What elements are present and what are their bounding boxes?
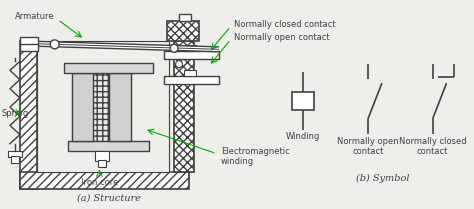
Bar	[20, 172, 189, 189]
Circle shape	[50, 40, 59, 49]
Text: Normally closed contact: Normally closed contact	[234, 20, 335, 29]
Text: Spring: Spring	[2, 110, 29, 119]
Text: (a) Structure: (a) Structure	[77, 194, 141, 203]
Bar	[164, 76, 219, 84]
Bar	[68, 141, 149, 151]
Bar	[72, 73, 131, 141]
Bar	[179, 14, 191, 22]
Bar	[184, 70, 196, 76]
Circle shape	[175, 61, 182, 68]
Bar	[95, 151, 109, 161]
Bar	[37, 41, 169, 172]
Circle shape	[170, 44, 178, 52]
Text: Normally open contact: Normally open contact	[234, 33, 329, 42]
Text: Normally open
contact: Normally open contact	[337, 137, 399, 157]
Bar	[99, 160, 107, 167]
Bar	[11, 156, 19, 163]
Bar	[72, 73, 93, 141]
Bar	[164, 51, 219, 59]
Bar	[8, 151, 22, 157]
Bar	[64, 63, 153, 73]
Bar	[167, 22, 199, 41]
Bar	[20, 37, 38, 51]
Text: Winding: Winding	[286, 132, 320, 141]
Text: Iron core: Iron core	[81, 178, 118, 187]
Bar	[109, 73, 131, 141]
Text: Normally closed
contact: Normally closed contact	[399, 137, 466, 157]
Bar	[292, 92, 314, 110]
Text: (b) Symbol: (b) Symbol	[356, 174, 410, 183]
Bar	[20, 41, 37, 189]
Text: Electromagnetic
winding: Electromagnetic winding	[221, 147, 290, 166]
Bar	[184, 45, 196, 51]
Text: Armature: Armature	[15, 12, 55, 21]
Bar	[174, 41, 194, 172]
